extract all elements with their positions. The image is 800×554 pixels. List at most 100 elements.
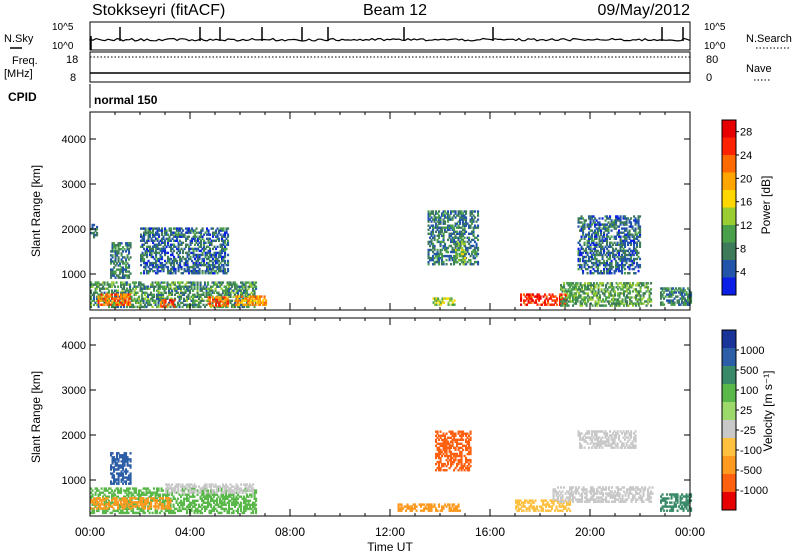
data-cell bbox=[100, 287, 103, 290]
data-cell bbox=[228, 505, 231, 508]
data-cell bbox=[441, 301, 444, 304]
data-cell bbox=[636, 245, 639, 248]
data-cell bbox=[133, 487, 136, 490]
y-tick-label: 3000 bbox=[62, 179, 86, 191]
data-cell bbox=[624, 215, 627, 218]
data-cell bbox=[197, 263, 200, 267]
data-cell bbox=[170, 231, 173, 234]
data-cell bbox=[124, 495, 127, 498]
data-cell bbox=[603, 300, 606, 303]
data-cell bbox=[444, 230, 447, 233]
data-cell bbox=[243, 289, 246, 292]
data-cell bbox=[188, 229, 191, 232]
data-cell bbox=[462, 222, 465, 225]
data-cell bbox=[427, 214, 430, 217]
data-cell bbox=[183, 293, 186, 296]
data-cell bbox=[441, 212, 444, 215]
data-cell bbox=[628, 235, 631, 238]
data-cell bbox=[569, 290, 572, 293]
data-cell bbox=[112, 283, 115, 286]
data-cell bbox=[639, 233, 642, 236]
data-cell bbox=[611, 288, 614, 291]
data-cell bbox=[210, 255, 213, 259]
data-cell bbox=[212, 265, 215, 269]
data-cell bbox=[159, 287, 162, 290]
data-cell bbox=[207, 495, 210, 498]
data-cell bbox=[572, 296, 575, 299]
data-cell bbox=[207, 239, 210, 242]
data-cell bbox=[439, 244, 442, 248]
data-cell bbox=[450, 212, 453, 215]
data-cell bbox=[621, 231, 624, 234]
data-cell bbox=[430, 230, 433, 233]
data-cell bbox=[229, 281, 232, 284]
data-cell bbox=[126, 503, 129, 506]
data-cell bbox=[192, 485, 195, 488]
data-cell bbox=[535, 299, 538, 302]
data-cell bbox=[685, 301, 688, 304]
data-cell bbox=[216, 227, 219, 230]
data-cell bbox=[639, 215, 642, 218]
data-cell bbox=[174, 235, 177, 238]
data-cell bbox=[225, 298, 228, 301]
data-cell bbox=[187, 285, 190, 288]
data-cell bbox=[448, 258, 451, 262]
data-cell bbox=[447, 303, 450, 306]
data-cell bbox=[142, 501, 145, 504]
data-cell bbox=[553, 299, 556, 302]
data-cell bbox=[208, 511, 211, 515]
data-cell bbox=[206, 227, 209, 230]
data-cell bbox=[175, 499, 178, 502]
data-cell bbox=[263, 295, 266, 298]
data-cell bbox=[259, 299, 262, 302]
data-cell bbox=[648, 300, 651, 303]
data-cell bbox=[124, 281, 127, 284]
data-cell bbox=[216, 245, 219, 248]
data-cell bbox=[249, 503, 252, 506]
data-cell bbox=[435, 260, 438, 264]
data-cell bbox=[168, 245, 171, 248]
data-cell bbox=[438, 263, 441, 266]
data-cell bbox=[123, 285, 126, 288]
data-cell bbox=[127, 303, 130, 306]
data-cell bbox=[176, 229, 179, 232]
data-cell bbox=[613, 255, 616, 259]
data-cell bbox=[152, 247, 155, 251]
data-cell bbox=[118, 301, 121, 305]
data-cell bbox=[648, 296, 651, 299]
data-cell bbox=[598, 261, 601, 265]
data-cell bbox=[429, 258, 432, 262]
data-cell bbox=[603, 227, 606, 230]
data-cell bbox=[151, 281, 154, 284]
data-cell bbox=[615, 261, 618, 265]
data-cell bbox=[189, 489, 192, 492]
data-cell bbox=[138, 507, 141, 511]
data-cell bbox=[150, 283, 153, 286]
data-cell bbox=[225, 495, 228, 498]
data-cell bbox=[103, 507, 106, 510]
data-cell bbox=[616, 251, 619, 255]
data-cell bbox=[112, 509, 115, 513]
data-cell bbox=[170, 227, 173, 230]
data-cell bbox=[100, 293, 103, 296]
data-cell bbox=[663, 287, 666, 290]
data-cell bbox=[178, 293, 181, 296]
data-cell bbox=[187, 493, 190, 496]
data-cell bbox=[619, 241, 622, 244]
data-cell bbox=[97, 299, 100, 302]
data-cell bbox=[170, 233, 173, 236]
data-cell bbox=[238, 297, 241, 300]
data-cell bbox=[535, 295, 538, 298]
data-cell bbox=[244, 489, 247, 492]
data-cell bbox=[447, 214, 450, 217]
data-cell bbox=[629, 296, 632, 299]
data-cell bbox=[171, 261, 174, 265]
data-cell bbox=[168, 291, 171, 294]
data-cell bbox=[550, 297, 553, 300]
data-cell bbox=[561, 290, 564, 293]
data-cell bbox=[614, 290, 617, 293]
data-cell bbox=[223, 293, 226, 296]
data-cell bbox=[609, 300, 612, 303]
data-cell bbox=[589, 219, 592, 222]
data-cell bbox=[576, 298, 579, 301]
